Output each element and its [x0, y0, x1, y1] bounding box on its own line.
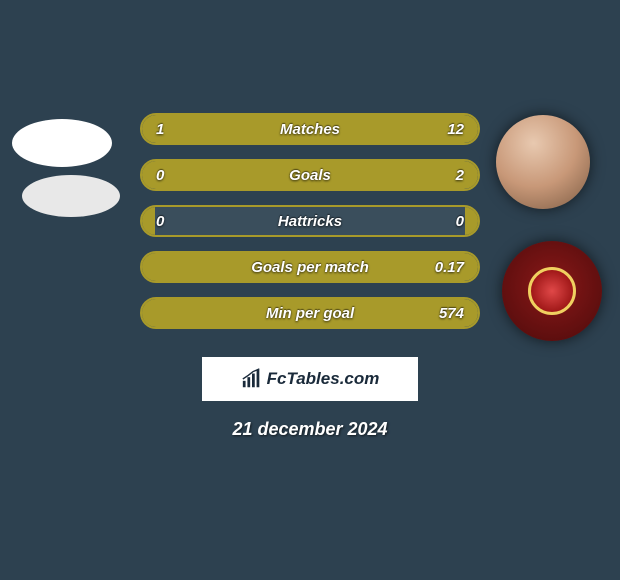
stat-label: Matches — [212, 121, 408, 138]
date-label: 21 december 2024 — [0, 419, 620, 440]
stat-right-value: 12 — [408, 121, 478, 138]
player-left-avatar — [12, 119, 112, 167]
stats-list: 1Matches120Goals20Hattricks0Goals per ma… — [140, 113, 480, 343]
stat-row: 1Matches12 — [140, 113, 480, 145]
stat-label: Goals — [212, 167, 408, 184]
watermark-text: FcTables.com — [267, 369, 380, 389]
club-right-crest — [502, 241, 602, 341]
watermark-badge: FcTables.com — [202, 357, 418, 401]
stat-right-value: 574 — [408, 305, 478, 322]
stat-row: Goals per match0.17 — [140, 251, 480, 283]
player-right-avatar — [496, 115, 590, 209]
stat-right-value: 0 — [408, 213, 478, 230]
stat-right-value: 2 — [408, 167, 478, 184]
stat-label: Min per goal — [212, 305, 408, 322]
club-left-crest — [22, 175, 120, 217]
stat-label: Hattricks — [212, 213, 408, 230]
chart-icon — [241, 368, 263, 390]
stat-left-value: 0 — [142, 167, 212, 184]
stat-row: 0Hattricks0 — [140, 205, 480, 237]
comparison-card: Fougeu vs Goerkem Saglam Club competitio… — [0, 0, 620, 580]
stat-row: 0Goals2 — [140, 159, 480, 191]
stat-left-value: 1 — [142, 121, 212, 138]
stat-label: Goals per match — [212, 259, 408, 276]
stat-row: Min per goal574 — [140, 297, 480, 329]
stat-right-value: 0.17 — [408, 259, 478, 276]
stat-left-value: 0 — [142, 213, 212, 230]
crest-inner-icon — [528, 267, 576, 315]
